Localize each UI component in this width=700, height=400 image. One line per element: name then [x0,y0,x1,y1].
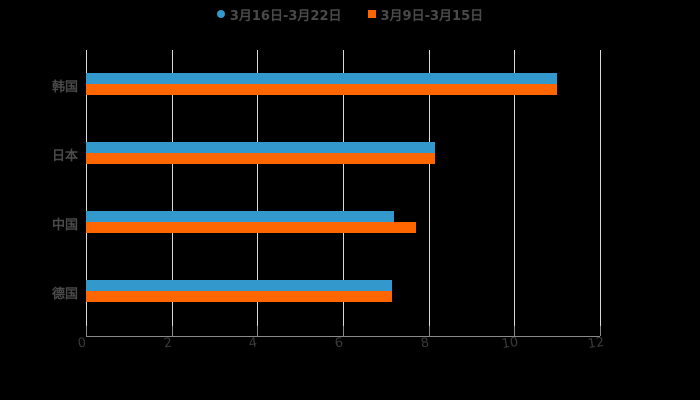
gridline [171,50,173,326]
gridline [86,50,87,326]
x-tick-label: 12 [586,334,606,353]
bar-series-2[interactable] [86,84,558,95]
y-category-label: 韩国 [51,80,78,95]
x-tick-label: 0 [76,335,88,352]
gridline [514,50,516,326]
x-tick-label: 4 [248,335,259,352]
gridline [428,50,430,326]
x-tick [428,326,430,336]
bar-series-1[interactable] [86,142,436,153]
x-tick [171,326,173,336]
x-tick-label: 8 [419,335,430,352]
gridline [600,50,601,326]
gridline [343,50,344,326]
bar-series-2[interactable] [86,153,436,164]
plot-area [86,50,601,326]
legend-label: 3月9日-3月15日 [380,8,484,24]
y-category-label: 中国 [51,218,78,233]
legend-item-series-1[interactable]: 3月16日-3月22日 [216,5,342,24]
legend-label: 3月16日-3月22日 [229,8,342,24]
bar-series-1[interactable] [86,73,558,84]
bar-series-2[interactable] [86,291,393,302]
x-tick [600,326,601,336]
x-tick [514,326,516,336]
x-tick [86,326,87,336]
x-tick [343,326,344,336]
legend-item-series-2[interactable]: 3月9日-3月15日 [367,5,484,24]
bar-series-2[interactable] [86,222,416,233]
x-tick [257,326,259,336]
x-axis-line [86,336,600,337]
y-category-label: 日本 [51,149,78,164]
legend-marker-square-icon [367,10,376,18]
x-tick-label: 10 [501,334,520,353]
legend: 3月16日-3月22日 3月9日-3月15日 [0,4,700,24]
bar-series-1[interactable] [86,211,395,222]
bar-series-1[interactable] [86,280,393,291]
gridline [257,50,259,326]
x-tick-label: 6 [333,335,345,352]
x-tick-label: 2 [162,335,173,352]
y-category-label: 德国 [51,287,78,302]
legend-marker-circle-icon [216,10,225,18]
